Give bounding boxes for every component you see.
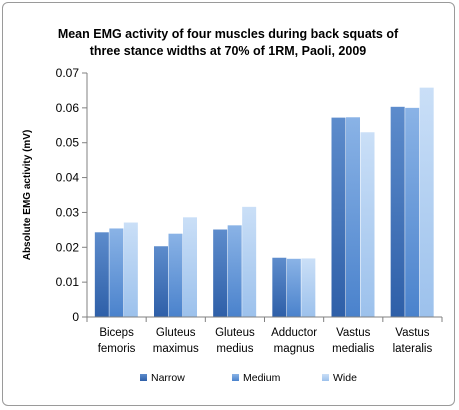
- legend-label-narrow: Narrow: [151, 372, 185, 384]
- x-category-label: Gluteus: [156, 327, 196, 339]
- bar-narrow-4: [331, 117, 346, 317]
- bar-wide-1: [183, 217, 197, 317]
- bar-narrow-1: [154, 246, 168, 317]
- bar-narrow-0: [94, 232, 109, 317]
- chart-title-line-2: three stance widths at 70% of 1RM, Paoli…: [90, 44, 367, 58]
- y-axis-ticks: 0 0.01 0.02 0.03 0.04 0.05 0.06 0.07: [56, 66, 87, 324]
- bar-wide-3: [301, 258, 316, 317]
- x-category-label: Vastus: [395, 327, 430, 339]
- x-category-label: Vastus: [336, 327, 371, 339]
- bar-medium-0: [109, 228, 124, 317]
- bar-series: [94, 87, 434, 317]
- y-tick-label: 0.04: [56, 171, 80, 185]
- x-category-label: medialis: [332, 343, 374, 355]
- bar-medium-5: [405, 107, 420, 317]
- x-category-label: Adductor: [271, 327, 317, 339]
- legend-swatch-wide: [322, 374, 329, 381]
- bar-wide-5: [419, 87, 434, 317]
- bar-medium-4: [346, 117, 360, 317]
- chart-title-line-1: Mean EMG activity of four muscles during…: [58, 27, 399, 41]
- x-category-label: maximus: [153, 343, 199, 355]
- legend-label-wide: Wide: [333, 372, 357, 384]
- legend-swatch-narrow: [140, 374, 147, 381]
- category-labels: Biceps femoris Gluteus maximus Gluteus medius…: [98, 327, 433, 355]
- axes: [86, 73, 443, 322]
- x-category-label: medius: [216, 343, 253, 355]
- bar-medium-3: [286, 258, 301, 317]
- y-tick-label: 0: [72, 310, 79, 324]
- chart-frame: [2, 2, 455, 406]
- x-category-label: Biceps: [99, 327, 134, 339]
- y-tick-label: 0.07: [56, 66, 80, 80]
- y-tick-label: 0.03: [56, 205, 80, 219]
- x-category-label: magnus: [274, 343, 315, 355]
- bar-narrow-2: [213, 229, 228, 317]
- bar-wide-0: [123, 222, 138, 317]
- x-category-label: femoris: [98, 343, 136, 355]
- bar-narrow-5: [390, 106, 405, 317]
- bar-medium-2: [227, 225, 242, 317]
- legend: Narrow Medium Wide: [140, 372, 357, 384]
- y-tick-label: 0.05: [56, 136, 80, 150]
- legend-swatch-medium: [232, 374, 239, 381]
- y-axis-label: Absolute EMG activity (mV): [22, 130, 33, 261]
- y-tick-label: 0.06: [56, 101, 80, 115]
- y-tick-label: 0.02: [56, 240, 80, 254]
- x-category-label: Gluteus: [215, 327, 255, 339]
- y-tick-label: 0.01: [56, 275, 80, 289]
- x-category-label: lateralis: [393, 343, 433, 355]
- bar-medium-1: [168, 233, 183, 317]
- bar-wide-2: [242, 206, 257, 317]
- bar-narrow-3: [272, 257, 287, 317]
- legend-label-medium: Medium: [243, 372, 281, 384]
- bar-wide-4: [360, 132, 375, 317]
